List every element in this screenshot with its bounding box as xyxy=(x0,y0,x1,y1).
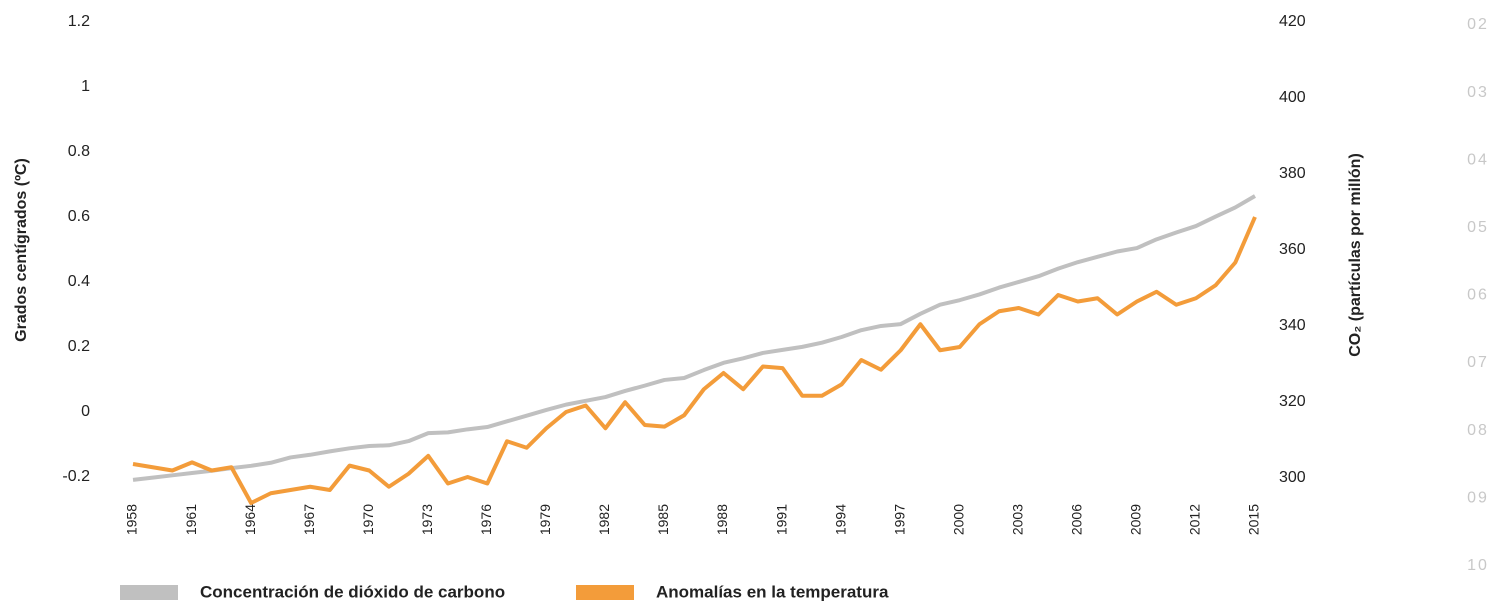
x-tick-label: 2003 xyxy=(1009,504,1025,535)
y2-tick-label: 320 xyxy=(1279,393,1306,410)
x-tick-label: 1994 xyxy=(832,504,848,535)
legend-swatch xyxy=(120,585,178,600)
x-tick-label: 1973 xyxy=(419,504,435,535)
y2-axis-title: CO₂ (partículas por millón) xyxy=(1347,153,1364,357)
x-tick-label: 1988 xyxy=(714,504,730,535)
x-tick-label: 2009 xyxy=(1128,504,1144,535)
x-tick-label: 1979 xyxy=(537,504,553,535)
side-label: 08 xyxy=(1467,422,1489,439)
side-label: 07 xyxy=(1467,354,1489,371)
y2-tick-label: 420 xyxy=(1279,13,1306,30)
side-label: 04 xyxy=(1467,151,1489,168)
series-line xyxy=(132,194,1257,482)
y2-tick-label: 400 xyxy=(1279,89,1306,106)
x-tick-label: 1997 xyxy=(891,504,907,535)
x-tick-label: 1958 xyxy=(124,504,140,535)
x-tick-label: 1970 xyxy=(360,504,376,535)
y-tick-label: -0.2 xyxy=(62,468,90,485)
y-axis-title: Grados centígrados (ºC) xyxy=(13,158,30,342)
y-tick-label: 1.2 xyxy=(68,13,90,30)
side-label: 10 xyxy=(1467,557,1489,574)
y2-tick-label: 380 xyxy=(1279,165,1306,182)
side-label: 03 xyxy=(1467,84,1489,101)
y-tick-label: 0.4 xyxy=(68,273,90,290)
y2-tick-label: 340 xyxy=(1279,317,1306,334)
legend-swatch xyxy=(576,585,634,600)
x-tick-label: 2015 xyxy=(1246,504,1262,535)
side-label: 05 xyxy=(1467,219,1489,236)
y-tick-label: 0 xyxy=(81,403,90,420)
x-tick-label: 1985 xyxy=(655,504,671,535)
y2-tick-label: 360 xyxy=(1279,241,1306,258)
x-tick-label: 2012 xyxy=(1187,504,1203,535)
x-tick-label: 1976 xyxy=(478,504,494,535)
side-label: 06 xyxy=(1467,287,1489,304)
y-tick-label: 0.6 xyxy=(68,208,90,225)
legend-label: Concentración de dióxido de carbono xyxy=(200,582,505,601)
x-tick-label: 1967 xyxy=(301,504,317,535)
x-tick-label: 2006 xyxy=(1069,504,1085,535)
x-tick-label: 1982 xyxy=(596,504,612,535)
x-tick-label: 1961 xyxy=(183,504,199,535)
y2-tick-label: 300 xyxy=(1279,469,1306,486)
y-tick-label: 0.8 xyxy=(68,143,90,160)
y-tick-label: 1 xyxy=(81,78,90,95)
x-tick-label: 1964 xyxy=(242,504,258,535)
side-label: 02 xyxy=(1467,16,1489,33)
x-tick-label: 2000 xyxy=(950,504,966,535)
side-label: 09 xyxy=(1467,489,1489,506)
legend-label: Anomalías en la temperatura xyxy=(656,582,889,601)
x-tick-label: 1991 xyxy=(773,504,789,535)
series-line xyxy=(132,216,1257,505)
y-tick-label: 0.2 xyxy=(68,338,90,355)
